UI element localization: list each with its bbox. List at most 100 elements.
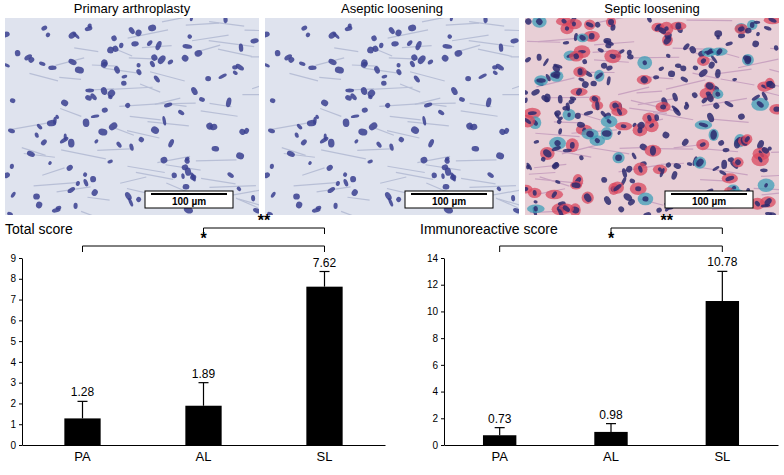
tick: PA <box>74 445 91 464</box>
nucleus <box>398 136 405 143</box>
nucleus <box>760 204 770 208</box>
axis-line <box>445 445 779 446</box>
nucleus <box>235 151 245 160</box>
fiber <box>771 151 779 152</box>
tick: 6 <box>10 315 22 326</box>
nucleus <box>40 138 48 146</box>
nucleus <box>492 65 498 70</box>
stained-region <box>581 129 598 140</box>
fiber <box>502 94 519 95</box>
nucleus <box>563 149 572 153</box>
fiber <box>408 122 449 126</box>
tick: 8 <box>432 333 444 344</box>
fiber <box>702 149 738 152</box>
nucleus <box>605 43 612 49</box>
tick-label: 1 <box>10 419 16 430</box>
nucleus <box>716 47 724 55</box>
nucleus <box>236 186 242 192</box>
tick-mark <box>441 392 444 393</box>
nucleus <box>675 63 682 68</box>
fiber <box>505 30 519 31</box>
nucleus <box>617 130 622 135</box>
nucleus <box>211 146 219 152</box>
tick-label: 14 <box>427 253 439 264</box>
nucleus <box>33 193 40 199</box>
nucleus <box>525 56 532 63</box>
nucleus <box>205 76 211 81</box>
tick-label: 4 <box>10 357 16 368</box>
tick-label: 3 <box>10 377 16 388</box>
nucleus <box>370 35 377 42</box>
nucleus <box>668 70 676 77</box>
nucleus <box>269 97 276 103</box>
nucleus <box>98 128 108 137</box>
fiber <box>469 186 515 188</box>
nucleus <box>578 77 585 82</box>
nucleus <box>637 165 643 173</box>
nucleus <box>189 173 197 181</box>
plot-area <box>483 271 739 445</box>
nucleus <box>68 58 78 66</box>
nucleus <box>389 143 395 151</box>
stained-region <box>697 56 710 66</box>
nucleus <box>533 140 539 145</box>
nucleus <box>636 120 646 130</box>
stained-region <box>549 71 563 82</box>
fiber <box>637 91 663 93</box>
nucleus <box>545 73 552 82</box>
fiber <box>294 183 337 186</box>
nucleus <box>391 41 399 47</box>
nucleus <box>83 178 90 187</box>
nucleus <box>184 157 191 164</box>
nucleus <box>163 102 172 109</box>
nucleus <box>492 70 498 76</box>
nucleus <box>342 172 348 178</box>
tick-label: 4 <box>432 386 438 397</box>
nucleus <box>698 122 708 129</box>
nucleus <box>342 118 349 127</box>
stained-region <box>742 134 752 144</box>
nucleus <box>167 59 174 66</box>
tick: 5 <box>10 336 22 347</box>
fiber <box>357 149 390 150</box>
nucleus <box>658 66 665 72</box>
nucleus <box>672 107 682 117</box>
micrograph <box>5 18 259 215</box>
fiber <box>347 197 369 200</box>
micrograph-background <box>525 18 779 215</box>
nucleus <box>223 18 228 23</box>
nucleus <box>367 159 373 164</box>
nucleus <box>717 139 725 147</box>
fiber <box>130 116 161 120</box>
nucleus <box>305 32 311 38</box>
nucleus <box>643 211 652 215</box>
fiber <box>55 58 84 65</box>
tick-mark <box>19 424 22 425</box>
nucleus <box>742 54 752 64</box>
nucleus <box>344 25 353 32</box>
nucleus <box>540 94 550 104</box>
tick-mark <box>19 445 22 446</box>
nucleus <box>23 53 33 61</box>
nucleus <box>416 54 427 66</box>
nucleus <box>606 76 611 86</box>
nucleus <box>642 60 648 66</box>
error-bar <box>199 383 209 406</box>
tick-mark <box>19 279 22 280</box>
fiber <box>529 172 555 174</box>
nucleus <box>387 197 394 207</box>
nucleus <box>351 114 360 119</box>
nucleus <box>450 86 459 96</box>
nucleus <box>712 165 720 172</box>
stained-region <box>702 47 716 57</box>
nucleus <box>503 127 510 135</box>
nucleus <box>53 117 57 125</box>
panel-title: Primary arthroplasty <box>74 1 191 16</box>
nucleus <box>721 160 727 169</box>
nucleus <box>59 136 69 145</box>
fiber <box>192 35 229 41</box>
nucleus <box>300 138 308 146</box>
stained-region <box>694 157 706 169</box>
nucleus <box>695 157 705 168</box>
error-bar <box>320 272 330 287</box>
